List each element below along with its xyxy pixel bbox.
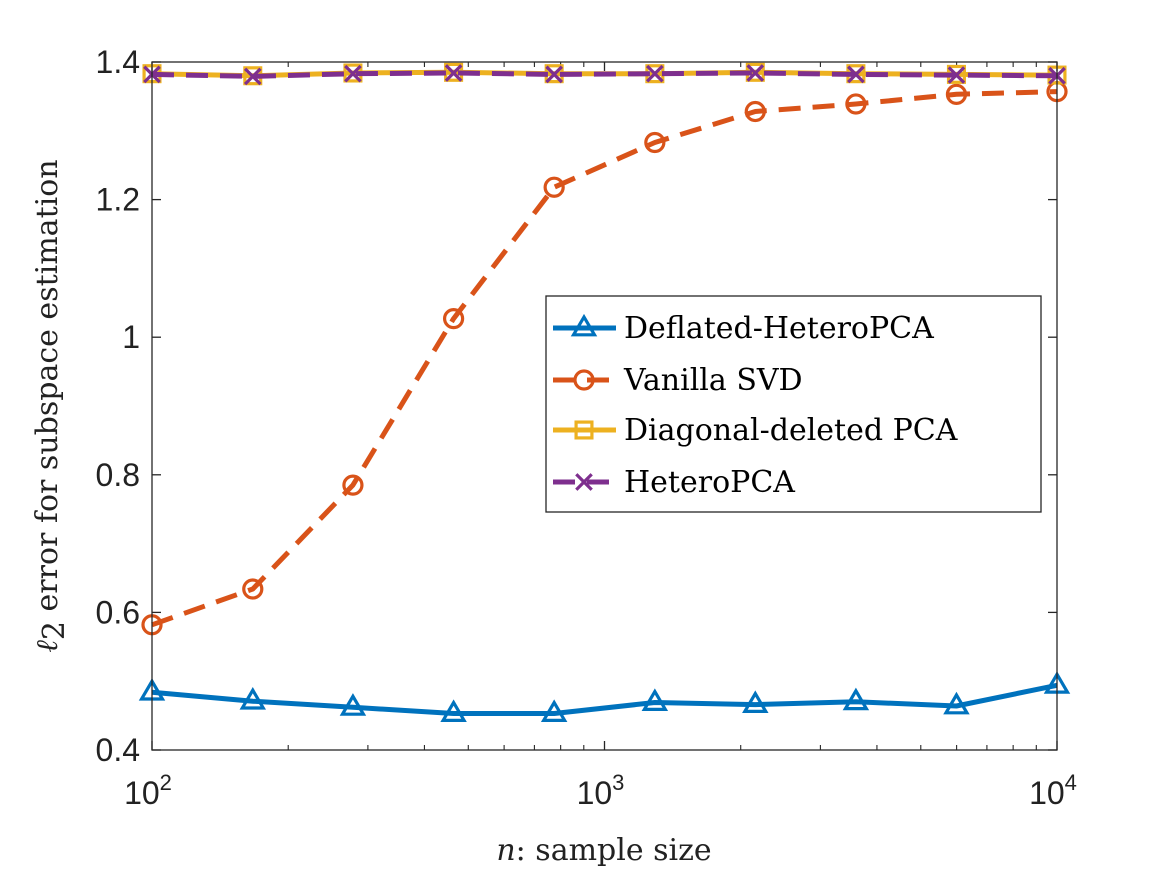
- data-point: [342, 474, 364, 496]
- series-line: [151, 70, 1058, 79]
- data-point: [641, 688, 669, 711]
- legend-label: Diagonal-deleted PCA: [624, 413, 958, 448]
- x-tick-label: 102: [124, 770, 172, 811]
- data-point: [845, 93, 867, 115]
- y-tick-label: 1: [122, 319, 140, 355]
- data-point: [242, 578, 264, 600]
- y-tick-label: 1.4: [96, 44, 140, 80]
- plot-series: [138, 62, 1071, 722]
- data-point: [540, 699, 568, 722]
- data-point: [646, 64, 664, 83]
- x-axis-label: n: sample size: [496, 833, 711, 868]
- data-point: [943, 691, 970, 715]
- y-tick-label: 0.8: [96, 457, 140, 493]
- data-point: [442, 308, 465, 330]
- y-axis-label: ℓ2 error for subspace estimation: [30, 159, 72, 652]
- data-point: [742, 690, 769, 714]
- data-point: [644, 131, 666, 154]
- data-point: [545, 65, 563, 84]
- x-tick-exponent: 3: [612, 770, 624, 795]
- x-tick-labels: 102 103 104: [124, 770, 1077, 811]
- x-tick-label: 103: [577, 770, 625, 811]
- data-point: [744, 100, 766, 123]
- legend-label: HeteroPCA: [624, 465, 795, 500]
- data-point: [842, 687, 870, 711]
- series-line: [151, 682, 1058, 716]
- legend-marker: [574, 420, 594, 440]
- x-axis-label-text: : sample size: [516, 833, 712, 868]
- data-point: [746, 64, 765, 82]
- legend-marker: [573, 369, 595, 391]
- data-point: [243, 67, 262, 86]
- data-point: [339, 693, 367, 716]
- y-axis-label-text: error for subspace estimation: [30, 159, 65, 621]
- y-tick-labels: 0.4 0.6 0.8 1 1.2 1.4: [96, 44, 140, 768]
- series-vanilla-svd: [141, 80, 1068, 636]
- data-point: [947, 66, 966, 84]
- legend-label: Vanilla SVD: [623, 363, 803, 398]
- y-tick-label: 0.4: [96, 732, 140, 768]
- x-tick-exponent: 4: [1065, 770, 1077, 795]
- x-tick-label: 104: [1029, 770, 1077, 811]
- data-point: [440, 699, 467, 722]
- x-axis-label-variable: n: [496, 833, 515, 868]
- y-tick-label: 1.2: [96, 182, 140, 218]
- legend-label: Deflated-HeteroPCA: [624, 311, 934, 346]
- y-tick-label: 0.6: [96, 594, 140, 630]
- series-deflated-heteropca: [138, 671, 1071, 722]
- x-tick-base: 10: [1029, 775, 1065, 811]
- data-point: [847, 65, 865, 84]
- series-line: [151, 89, 1058, 628]
- data-point: [543, 176, 565, 198]
- data-point: [444, 64, 463, 82]
- x-tick-exponent: 2: [160, 770, 172, 795]
- legend: Deflated-HeteroPCA Vanilla SVD Diagonal-de…: [545, 295, 1042, 513]
- legend-marker: [570, 313, 598, 337]
- legend-marker: [575, 473, 593, 491]
- y-axis-label-variable: ℓ: [30, 640, 65, 653]
- x-tick-base: 10: [577, 775, 613, 811]
- legend-box: [545, 295, 1042, 513]
- plot-area-frame: [151, 61, 1058, 751]
- x-tick-base: 10: [124, 775, 160, 811]
- y-axis-label-subscript: 2: [37, 621, 72, 640]
- data-point: [344, 64, 362, 83]
- data-point: [239, 686, 267, 710]
- data-point: [945, 83, 968, 105]
